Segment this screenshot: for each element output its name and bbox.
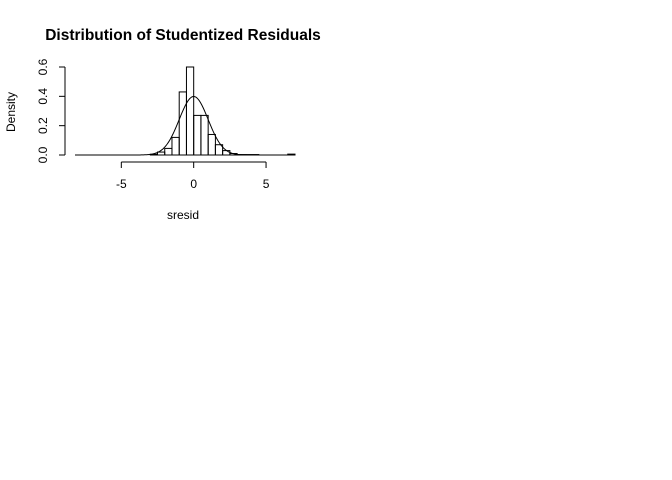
y-tick-label-2: 0.4 bbox=[36, 88, 50, 105]
y-axis-label: Density bbox=[4, 92, 18, 132]
histogram-bar-10 bbox=[207, 133, 216, 156]
x-tick-label-0: -5 bbox=[116, 177, 127, 191]
y-tick-label-1: 0.2 bbox=[36, 117, 50, 134]
histogram-bar-4 bbox=[164, 147, 173, 156]
histogram-bar-11 bbox=[214, 144, 224, 156]
y-tick-label-3: 0.6 bbox=[36, 58, 50, 75]
histogram-bar-8 bbox=[193, 114, 202, 156]
histogram-bar-5 bbox=[171, 136, 180, 156]
x-axis-label: sresid bbox=[167, 208, 199, 222]
histogram-bar-12 bbox=[222, 150, 231, 156]
histogram-bar-7 bbox=[185, 66, 195, 156]
histogram-bar-9 bbox=[200, 114, 209, 156]
y-axis: 0.0 0.2 0.4 0.6 bbox=[36, 58, 66, 163]
chart-title: Distribution of Studentized Residuals bbox=[45, 27, 321, 44]
x-tick-label-2: 5 bbox=[263, 177, 270, 191]
x-tick-label-1: 0 bbox=[190, 177, 197, 191]
histogram-bar-3 bbox=[157, 151, 166, 156]
normal-density-curve bbox=[75, 95, 295, 156]
histogram-bar-6 bbox=[178, 91, 187, 156]
histogram-bars bbox=[149, 66, 296, 156]
x-axis: -5 0 5 bbox=[116, 161, 270, 191]
y-tick-label-0: 0.0 bbox=[36, 146, 50, 163]
